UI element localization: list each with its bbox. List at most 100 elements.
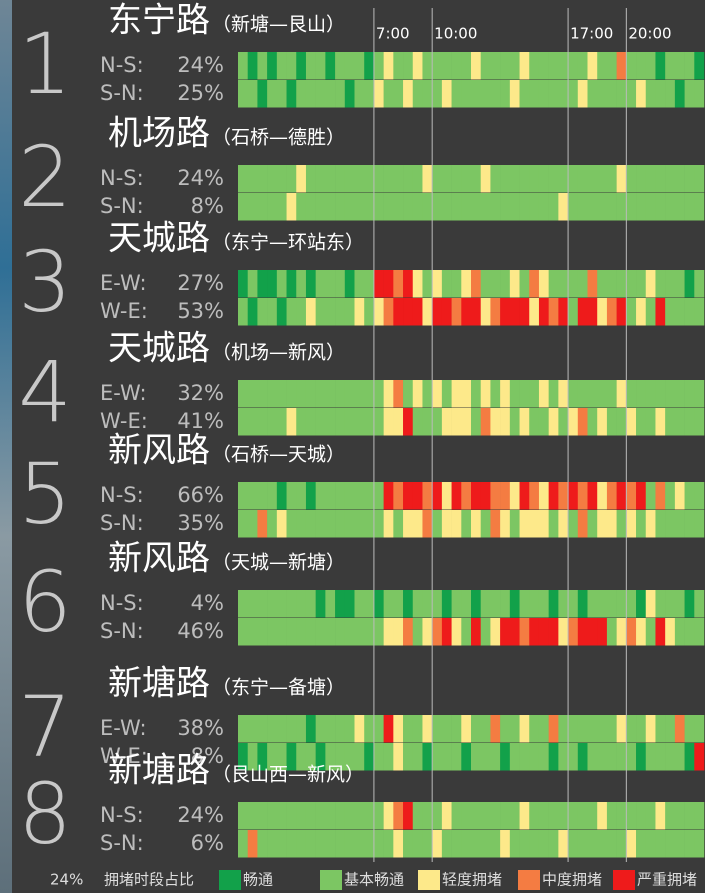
congestion-cell <box>665 193 675 221</box>
congestion-cell <box>238 52 248 80</box>
congestion-cell <box>345 802 355 830</box>
congestion-cell <box>578 80 588 108</box>
congestion-cell <box>277 52 287 80</box>
congestion-cell <box>306 408 316 436</box>
congestion-cell <box>442 270 452 298</box>
congestion-cell <box>617 590 627 618</box>
congestion-cell <box>646 408 656 436</box>
congestion-cell <box>461 618 471 646</box>
congestion-cell <box>471 590 481 618</box>
congestion-cell <box>296 618 306 646</box>
congestion-cell <box>568 830 578 858</box>
congestion-cell <box>355 298 365 326</box>
congestion-cell <box>617 193 627 221</box>
congestion-cell <box>588 52 598 80</box>
congestion-cell <box>355 380 365 408</box>
congestion-cell <box>636 830 646 858</box>
legend-swatch <box>518 870 540 890</box>
congestion-cell <box>248 380 258 408</box>
congestion-cell <box>481 715 491 743</box>
congestion-cell <box>481 165 491 193</box>
congestion-cell <box>257 830 267 858</box>
congestion-cell <box>335 165 345 193</box>
congestion-cell <box>578 618 588 646</box>
congestion-cell <box>471 510 481 538</box>
congestion-cell <box>607 830 617 858</box>
congestion-cell <box>257 408 267 436</box>
congestion-cell <box>685 743 695 771</box>
congestion-cell <box>675 510 685 538</box>
congestion-cell <box>636 743 646 771</box>
congestion-cell <box>655 52 665 80</box>
congestion-cell <box>597 482 607 510</box>
congestion-cell <box>597 715 607 743</box>
congestion-cell <box>403 830 413 858</box>
congestion-cell <box>384 510 394 538</box>
congestion-cell <box>490 408 500 436</box>
congestion-cell <box>626 618 636 646</box>
congestion-cell <box>316 482 326 510</box>
congestion-cell <box>345 482 355 510</box>
congestion-cell <box>490 802 500 830</box>
direction: S-N: <box>100 619 144 643</box>
congestion-cell <box>335 380 345 408</box>
congestion-cell <box>685 52 695 80</box>
congestion-cell <box>325 52 335 80</box>
congestion-cell <box>578 408 588 436</box>
legend-swatch <box>613 870 635 890</box>
road-name: 新塘路 <box>108 664 210 704</box>
congestion-cell <box>675 482 685 510</box>
congestion-cell <box>675 80 685 108</box>
congestion-cell <box>471 298 481 326</box>
congestion-cell <box>384 165 394 193</box>
congestion-cell <box>588 743 598 771</box>
congestion-cell <box>393 193 403 221</box>
congestion-cell <box>267 52 277 80</box>
congestion-cell <box>306 270 316 298</box>
congestion-cell <box>617 743 627 771</box>
congestion-cell <box>568 510 578 538</box>
congestion-cell <box>403 482 413 510</box>
congestion-cell <box>500 510 510 538</box>
congestion-cell <box>617 618 627 646</box>
road-name: 新塘路 <box>108 751 210 791</box>
share: 25% <box>177 81 224 105</box>
congestion-cell <box>355 830 365 858</box>
congestion-cell <box>588 802 598 830</box>
congestion-cell <box>646 298 656 326</box>
congestion-cell <box>306 802 316 830</box>
congestion-cell <box>452 270 462 298</box>
congestion-cell <box>306 165 316 193</box>
congestion-cell <box>597 618 607 646</box>
congestion-cell <box>267 298 277 326</box>
time-label: 7:00 <box>376 25 410 43</box>
congestion-cell <box>568 743 578 771</box>
congestion-cell <box>500 743 510 771</box>
footer-share: 24% <box>50 871 83 889</box>
congestion-cell <box>675 193 685 221</box>
congestion-cell <box>393 830 403 858</box>
congestion-cell <box>529 618 539 646</box>
congestion-cell <box>675 270 685 298</box>
congestion-cell <box>607 802 617 830</box>
congestion-cell <box>345 298 355 326</box>
congestion-cell <box>626 298 636 326</box>
congestion-cell <box>393 380 403 408</box>
congestion-cell <box>393 743 403 771</box>
congestion-cell <box>588 590 598 618</box>
congestion-cell <box>461 830 471 858</box>
congestion-cell <box>257 270 267 298</box>
congestion-cell <box>287 802 297 830</box>
congestion-cell <box>296 165 306 193</box>
congestion-cell <box>316 802 326 830</box>
congestion-cell <box>568 802 578 830</box>
congestion-cell <box>617 165 627 193</box>
congestion-cell <box>325 80 335 108</box>
congestion-cell <box>432 380 442 408</box>
congestion-cell <box>471 408 481 436</box>
congestion-cell <box>578 802 588 830</box>
congestion-cell <box>558 802 568 830</box>
section-number: 4 <box>18 343 71 441</box>
congestion-cell <box>413 743 423 771</box>
congestion-cell <box>471 165 481 193</box>
